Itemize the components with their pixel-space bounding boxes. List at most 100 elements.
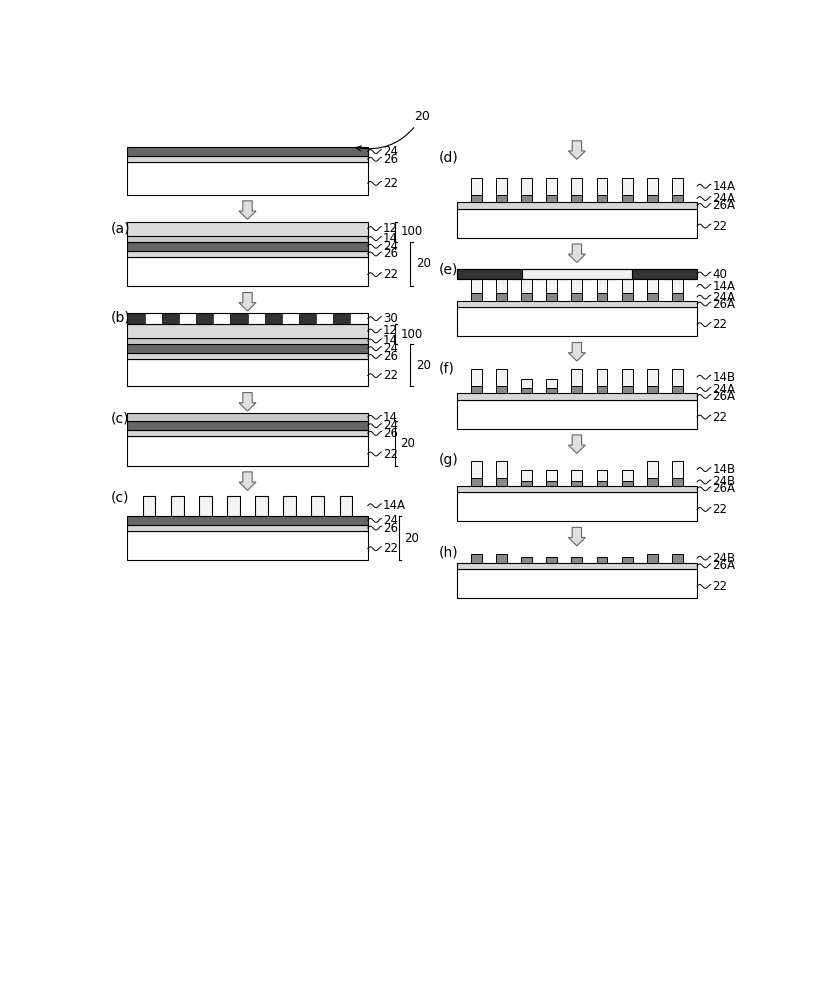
Bar — [546, 195, 557, 202]
Bar — [646, 279, 657, 293]
Bar — [521, 557, 532, 563]
Bar — [456, 400, 697, 429]
Text: 14: 14 — [383, 411, 398, 424]
Bar — [621, 369, 632, 386]
Bar — [521, 279, 532, 293]
Bar — [571, 369, 582, 386]
Bar — [213, 313, 231, 324]
Bar — [521, 195, 532, 202]
Bar — [621, 195, 632, 202]
Polygon shape — [568, 141, 586, 159]
Bar — [143, 496, 156, 516]
Bar — [471, 293, 481, 301]
Bar — [145, 313, 162, 324]
Text: 12: 12 — [383, 222, 398, 235]
Text: 24A: 24A — [712, 291, 736, 304]
Bar — [265, 313, 282, 324]
Bar — [672, 478, 683, 486]
Bar — [456, 486, 697, 492]
Bar — [496, 461, 507, 478]
Bar — [571, 470, 582, 481]
Bar — [621, 386, 632, 393]
Bar — [571, 178, 582, 195]
Text: 26: 26 — [383, 153, 398, 166]
Text: 24: 24 — [383, 514, 398, 527]
Bar — [127, 338, 367, 344]
Bar — [571, 195, 582, 202]
Bar — [127, 344, 367, 353]
Bar — [672, 461, 683, 478]
Bar — [127, 436, 367, 466]
Text: (c): (c) — [110, 490, 129, 504]
Bar — [127, 257, 367, 286]
Bar — [521, 470, 532, 481]
Text: 26: 26 — [383, 522, 398, 535]
Text: 40: 40 — [712, 267, 727, 280]
Bar — [127, 156, 367, 162]
Text: 26A: 26A — [712, 298, 736, 311]
Text: 24: 24 — [383, 145, 398, 158]
Text: 100: 100 — [400, 225, 422, 238]
Polygon shape — [239, 472, 256, 490]
Bar — [496, 369, 507, 386]
Text: (h): (h) — [439, 546, 458, 560]
Text: 26A: 26A — [712, 559, 736, 572]
Bar — [646, 461, 657, 478]
Text: 24B: 24B — [712, 475, 736, 488]
Bar — [127, 324, 367, 338]
Bar — [521, 178, 532, 195]
Bar — [127, 516, 367, 525]
Bar — [496, 554, 507, 563]
Bar — [672, 554, 683, 563]
Bar — [127, 162, 367, 195]
Bar — [127, 313, 367, 324]
Bar — [672, 293, 683, 301]
Text: 26A: 26A — [712, 390, 736, 403]
Text: 22: 22 — [712, 503, 727, 516]
Bar — [496, 386, 507, 393]
Bar — [596, 470, 607, 481]
Text: 24B: 24B — [712, 552, 736, 565]
Bar — [646, 478, 657, 486]
Bar — [471, 279, 481, 293]
Bar — [521, 388, 532, 393]
Bar — [546, 279, 557, 293]
Bar — [340, 496, 352, 516]
Text: 14: 14 — [383, 334, 398, 347]
Bar — [596, 293, 607, 301]
Bar — [471, 554, 481, 563]
Text: 20: 20 — [356, 110, 430, 151]
Text: 26A: 26A — [712, 482, 736, 495]
Bar — [456, 301, 697, 307]
Bar — [621, 178, 632, 195]
Polygon shape — [239, 201, 256, 219]
Text: 22: 22 — [383, 177, 398, 190]
Bar — [127, 353, 367, 359]
Text: 26A: 26A — [712, 199, 736, 212]
Bar — [456, 209, 697, 238]
Bar — [646, 293, 657, 301]
Bar — [127, 531, 367, 560]
Bar — [571, 481, 582, 486]
Bar — [127, 359, 367, 386]
Bar — [596, 481, 607, 486]
Text: 22: 22 — [383, 448, 398, 461]
Text: 22: 22 — [383, 268, 398, 281]
Bar — [596, 279, 607, 293]
Bar — [621, 481, 632, 486]
Bar — [317, 313, 333, 324]
Text: 14A: 14A — [383, 499, 407, 512]
Text: (f): (f) — [439, 361, 455, 375]
Text: 20: 20 — [404, 532, 419, 545]
Text: 12: 12 — [383, 324, 398, 337]
Bar — [546, 178, 557, 195]
Bar — [496, 178, 507, 195]
Bar — [621, 279, 632, 293]
Text: 20: 20 — [416, 359, 431, 372]
Bar — [621, 470, 632, 481]
Bar — [646, 178, 657, 195]
Bar — [672, 369, 683, 386]
Bar — [646, 554, 657, 563]
Bar — [456, 569, 697, 598]
Bar — [632, 269, 697, 279]
